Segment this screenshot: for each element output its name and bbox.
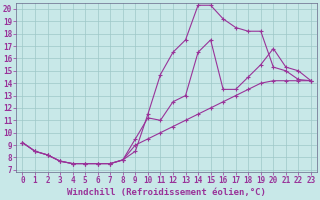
X-axis label: Windchill (Refroidissement éolien,°C): Windchill (Refroidissement éolien,°C) (67, 188, 266, 197)
